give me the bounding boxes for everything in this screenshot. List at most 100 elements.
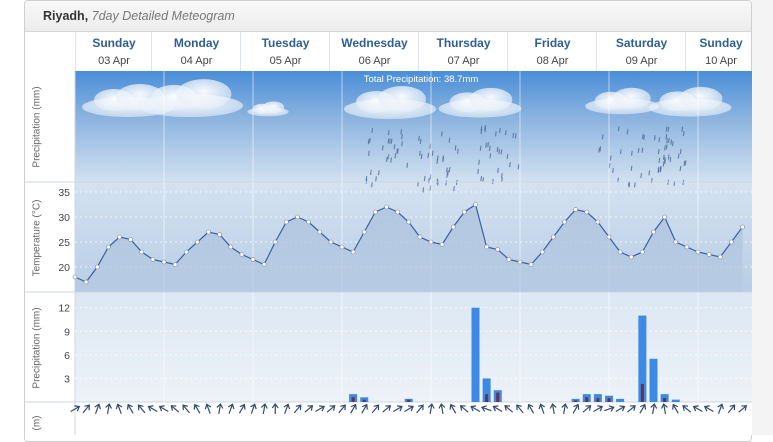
wind-arrow-icon: [627, 405, 636, 413]
wind-arrow-icon: [650, 403, 658, 415]
day-column-header[interactable]: Sunday 10 Apr: [685, 32, 751, 72]
rain-icon: [419, 131, 459, 193]
temperature-tick-label: 25: [58, 237, 70, 249]
wind-arrow-icon: [504, 405, 514, 413]
wind-arrow-icon: [94, 403, 101, 414]
temperature-tick-label: 30: [58, 212, 70, 224]
precipitation-bar-probability: [640, 383, 644, 402]
temperature-point: [373, 209, 378, 215]
precipitation-bar-probability: [596, 398, 600, 402]
temperature-point: [150, 257, 156, 262]
precipitation-bar-probability: [362, 399, 366, 402]
temperature-point: [539, 249, 545, 255]
day-date: 08 Apr: [536, 55, 569, 67]
wind-arrow-icon: [70, 405, 81, 413]
day-name: Wednesday: [341, 36, 408, 50]
day-column-header[interactable]: Friday 08 Apr: [507, 32, 597, 72]
page-scrollbar-track[interactable]: [752, 0, 773, 435]
precipitation-bar: [660, 394, 669, 402]
day-date: 05 Apr: [269, 55, 302, 67]
temperature-point: [117, 234, 122, 240]
wind-arrow-icon: [392, 405, 403, 413]
temperature-point: [673, 239, 679, 245]
day-date: 03 Apr: [98, 55, 130, 67]
temperature-point: [428, 239, 434, 245]
wind-arrow-icon: [382, 405, 392, 413]
temperature-point: [284, 219, 289, 225]
wind-arrow-icon: [182, 404, 190, 414]
precipitation-bar-probability: [496, 392, 500, 402]
temperature-point: [584, 209, 590, 215]
wind-arrow-icon: [527, 403, 535, 414]
wind-arrow-icon: [615, 405, 626, 413]
precipitation-tick-label: 12: [58, 303, 70, 315]
temperature-point: [72, 274, 78, 280]
wind-arrow-icon: [572, 403, 580, 414]
day-column-header[interactable]: Thursday 07 Apr: [418, 32, 508, 72]
temperature-point: [562, 219, 567, 225]
precipitation-bar: [482, 378, 491, 402]
wind-arrow-icon: [137, 404, 146, 414]
temperature-point: [506, 257, 512, 262]
cloud-icon: [247, 101, 289, 117]
temperature-point: [94, 264, 100, 270]
wind-arrow-icon: [147, 405, 158, 413]
day-date: 06 Apr: [358, 55, 391, 67]
day-name: Saturday: [615, 36, 668, 50]
wind-arrow-icon: [260, 403, 268, 415]
temperature-point: [528, 262, 534, 267]
wind-arrow-icon: [449, 403, 457, 414]
wind-arrow-icon: [480, 405, 492, 412]
cloud-icon: [438, 87, 522, 118]
temperature-point: [139, 249, 145, 255]
day-column-header[interactable]: Saturday 09 Apr: [596, 32, 686, 72]
wind-arrow-icon: [416, 404, 424, 414]
cloud-icon: [648, 86, 732, 117]
wind-arrow-icon: [703, 405, 714, 413]
temperature-point: [462, 209, 467, 215]
temperature-point: [328, 239, 334, 245]
wind-arrow-icon: [604, 405, 615, 412]
temperature-point: [640, 249, 645, 255]
temperature-point: [339, 244, 345, 250]
temperature-point: [83, 279, 89, 285]
wind-arrow-icon: [470, 405, 481, 413]
wind-arrow-icon: [492, 405, 503, 413]
day-column-header[interactable]: Monday 04 Apr: [151, 32, 241, 72]
temperature-point: [484, 244, 489, 250]
temperature-point: [439, 242, 445, 247]
temperature-point: [706, 252, 712, 257]
wind-arrow-icon: [538, 403, 546, 414]
temperature-point: [450, 224, 456, 230]
day-column-header[interactable]: Sunday 03 Apr: [75, 32, 152, 72]
day-column-header[interactable]: Wednesday 06 Apr: [329, 32, 419, 72]
wind-arrow-icon: [271, 403, 279, 414]
temperature-point: [206, 229, 211, 235]
temperature-point: [617, 249, 623, 255]
precipitation-tick-label: 3: [64, 373, 70, 385]
temperature-point: [239, 252, 245, 257]
temperature-point: [495, 247, 501, 252]
wind-background: [75, 402, 752, 435]
precipitation-tick-label: 6: [64, 350, 70, 362]
wind-arrow-icon: [315, 405, 325, 413]
wind-arrow-icon: [727, 404, 736, 414]
wind-arrow-icon: [593, 405, 604, 413]
wind-arrow-icon: [717, 403, 724, 414]
wind-arrow-icon: [82, 404, 90, 414]
temperature-point: [361, 229, 367, 235]
wind-arrow-icon: [582, 405, 592, 413]
day-column-header[interactable]: Tuesday 05 Apr: [240, 32, 330, 72]
day-name: Tuesday: [261, 36, 310, 50]
wind-arrow-icon: [404, 405, 414, 413]
wind-arrow-icon: [170, 405, 180, 413]
meteogram-subtitle: 7day Detailed Meteogram: [91, 9, 235, 23]
temperature-point: [128, 237, 133, 242]
temperature-point: [272, 239, 278, 245]
temperature-point: [228, 244, 234, 250]
wind-arrow-icon: [115, 403, 123, 414]
day-date: 09 Apr: [625, 55, 658, 67]
wind-arrow-icon: [738, 405, 748, 413]
wind-arrow-icon: [459, 405, 469, 413]
temperature-point: [417, 234, 423, 240]
